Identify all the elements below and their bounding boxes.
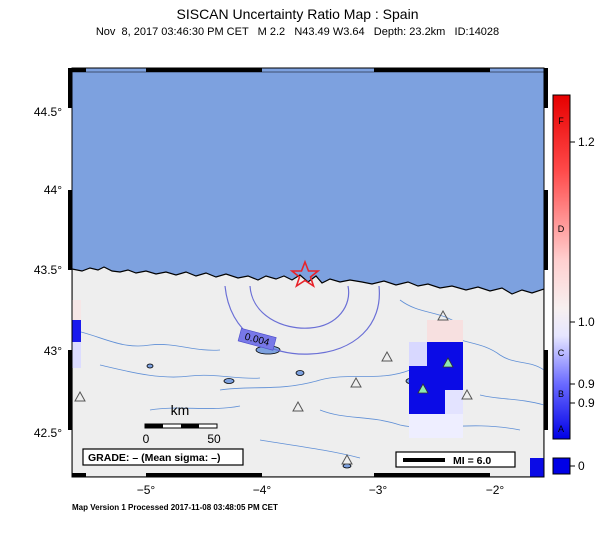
lake — [295, 370, 305, 376]
grid-cell — [445, 390, 463, 414]
lon-label: −2° — [486, 483, 505, 497]
contour-line — [249, 285, 350, 329]
lon-label: −4° — [253, 483, 272, 497]
scale-start: 0 — [143, 432, 150, 446]
triangle-icon — [350, 376, 362, 388]
active-stations — [417, 357, 454, 394]
frame-ticks — [68, 67, 548, 477]
triangle-icon — [437, 309, 449, 321]
grid-cell — [409, 366, 463, 390]
triangle-icon — [341, 453, 353, 465]
lat-label: 43° — [44, 344, 62, 358]
map-subtitle: Nov 8, 2017 03:46:30 PM CET M 2.2 N43.49… — [95, 26, 500, 38]
lake — [146, 363, 154, 369]
contour-line — [224, 285, 380, 355]
scale-unit: km — [171, 402, 190, 418]
grade-letter: B — [558, 389, 564, 399]
lat-labels: 44.5° 44° 43.5° 43° 42.5° — [34, 105, 62, 440]
colorbar-value: 0.9 — [578, 377, 595, 391]
colorbar-value: 1.0 — [578, 315, 595, 329]
star-icon — [289, 259, 321, 288]
scale-bar-seg — [145, 424, 163, 428]
grid-cell — [72, 300, 81, 320]
grid-cell — [530, 458, 544, 477]
grid-cell — [72, 342, 81, 368]
colorbar-value: 1.2 — [578, 135, 595, 149]
lat-label: 44° — [44, 183, 62, 197]
lake — [342, 463, 352, 469]
rivers — [72, 299, 544, 459]
triangle-icon — [292, 400, 304, 412]
lon-label: −3° — [369, 483, 388, 497]
lat-label: 44.5° — [34, 105, 62, 119]
mi-legend-line — [403, 458, 445, 462]
grid-cell — [72, 320, 81, 342]
lake — [223, 378, 235, 384]
color-bar-gradient — [552, 94, 571, 440]
grade-letter: D — [558, 224, 565, 234]
grade-letter: A — [558, 424, 564, 434]
processing-footer: Map Version 1 Processed 2017-11-08 03:48… — [72, 503, 278, 512]
grade-box — [82, 448, 244, 466]
map-area — [72, 68, 544, 477]
lat-label: 43.5° — [34, 263, 62, 277]
grade-text: GRADE: – (Mean sigma: –) — [88, 452, 220, 464]
color-bar: F D C B A 1.2 1.0 0.9 0.9 0 — [552, 94, 595, 475]
scale-end: 50 — [207, 432, 221, 446]
colorbar-value: 0.9 — [578, 396, 595, 410]
grid-cell — [409, 342, 427, 366]
color-bar-zero — [552, 457, 571, 475]
lon-label: −5° — [137, 483, 156, 497]
triangle-icon — [74, 390, 86, 402]
lon-labels: −5° −4° −3° −2° — [137, 483, 505, 497]
contours — [224, 285, 380, 355]
triangle-icon — [381, 350, 393, 362]
mi-legend-box — [395, 451, 516, 468]
grid-cell — [409, 414, 463, 438]
grid-cell — [427, 320, 463, 342]
stations — [74, 309, 473, 465]
grade-letter: C — [558, 348, 565, 358]
lat-label: 42.5° — [34, 426, 62, 440]
scale-bar-seg — [181, 424, 199, 428]
grid-cell — [427, 342, 463, 366]
scale-bar: km 0 50 — [143, 402, 221, 446]
contour-label-bg — [237, 327, 277, 351]
map-title: SISCAN Uncertainty Ratio Map : Spain — [176, 6, 419, 22]
colorbar-value: 0 — [578, 459, 585, 473]
triangle-icon — [442, 357, 454, 368]
uncertainty-cells — [72, 300, 544, 477]
mi-legend-text: MI = 6.0 — [453, 455, 491, 467]
grade-letter: F — [558, 116, 564, 126]
triangle-icon — [461, 388, 473, 400]
grid-cell — [409, 390, 445, 414]
triangle-icon — [417, 383, 429, 394]
